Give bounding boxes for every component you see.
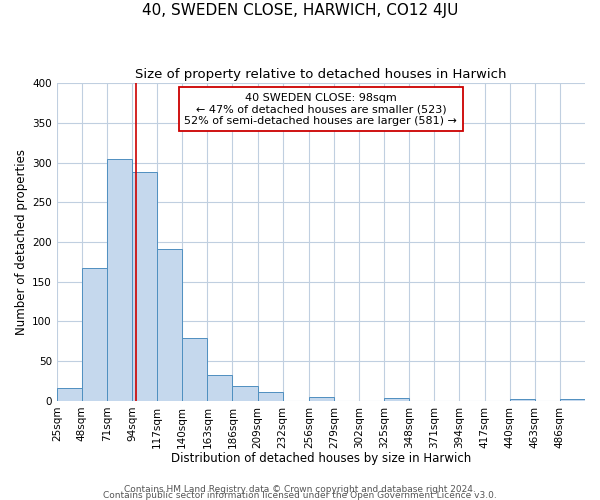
Bar	[384, 398, 409, 401]
Bar	[57, 388, 82, 401]
Text: Contains HM Land Registry data © Crown copyright and database right 2024.: Contains HM Land Registry data © Crown c…	[124, 484, 476, 494]
Bar	[107, 158, 132, 401]
Bar	[509, 400, 535, 401]
Text: 40 SWEDEN CLOSE: 98sqm
← 47% of detached houses are smaller (523)
52% of semi-de: 40 SWEDEN CLOSE: 98sqm ← 47% of detached…	[184, 92, 457, 126]
Bar	[232, 386, 257, 401]
Text: 40, SWEDEN CLOSE, HARWICH, CO12 4JU: 40, SWEDEN CLOSE, HARWICH, CO12 4JU	[142, 2, 458, 18]
Bar	[132, 172, 157, 401]
Title: Size of property relative to detached houses in Harwich: Size of property relative to detached ho…	[135, 68, 506, 80]
Bar	[182, 338, 208, 401]
Bar	[257, 392, 283, 401]
Text: Contains public sector information licensed under the Open Government Licence v3: Contains public sector information licen…	[103, 490, 497, 500]
Bar	[208, 376, 232, 401]
Bar	[309, 397, 334, 401]
Bar	[560, 400, 585, 401]
X-axis label: Distribution of detached houses by size in Harwich: Distribution of detached houses by size …	[171, 452, 471, 465]
Bar	[157, 249, 182, 401]
Bar	[82, 268, 107, 401]
Y-axis label: Number of detached properties: Number of detached properties	[15, 149, 28, 335]
